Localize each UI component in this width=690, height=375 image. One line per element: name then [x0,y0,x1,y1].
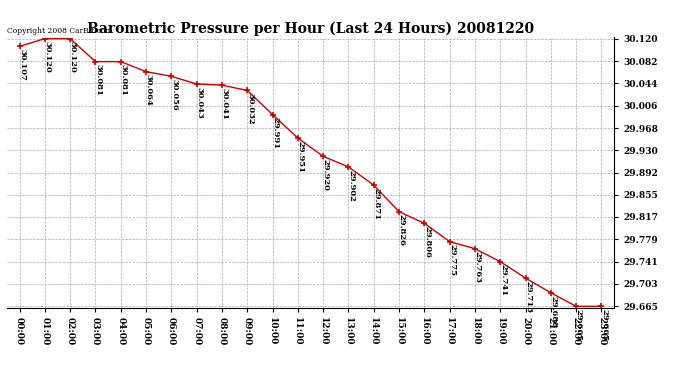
Text: 30.120: 30.120 [69,42,77,73]
Text: 29.826: 29.826 [398,214,406,246]
Text: 30.043: 30.043 [195,87,204,118]
Title: Barometric Pressure per Hour (Last 24 Hours) 20081220: Barometric Pressure per Hour (Last 24 Ho… [87,22,534,36]
Text: 29.688: 29.688 [550,296,558,328]
Text: 29.902: 29.902 [347,170,355,202]
Text: 29.951: 29.951 [297,141,304,173]
Text: 29.741: 29.741 [499,264,507,297]
Text: 29.713: 29.713 [524,281,532,313]
Text: 29.665: 29.665 [575,309,583,341]
Text: 29.665: 29.665 [600,309,608,341]
Text: 29.806: 29.806 [423,226,431,258]
Text: 30.064: 30.064 [145,74,152,106]
Text: 30.081: 30.081 [119,64,128,96]
Text: 30.120: 30.120 [43,42,52,73]
Text: Copyright 2008 CarBit.com: Copyright 2008 CarBit.com [7,27,112,35]
Text: 29.920: 29.920 [322,159,330,191]
Text: 30.081: 30.081 [95,64,102,96]
Text: 30.032: 30.032 [246,93,254,125]
Text: 29.775: 29.775 [448,244,456,276]
Text: 30.107: 30.107 [19,49,26,81]
Text: 29.871: 29.871 [373,188,380,220]
Text: 30.041: 30.041 [221,88,228,120]
Text: 29.991: 29.991 [271,117,279,150]
Text: 29.763: 29.763 [474,252,482,284]
Text: 30.056: 30.056 [170,79,178,111]
